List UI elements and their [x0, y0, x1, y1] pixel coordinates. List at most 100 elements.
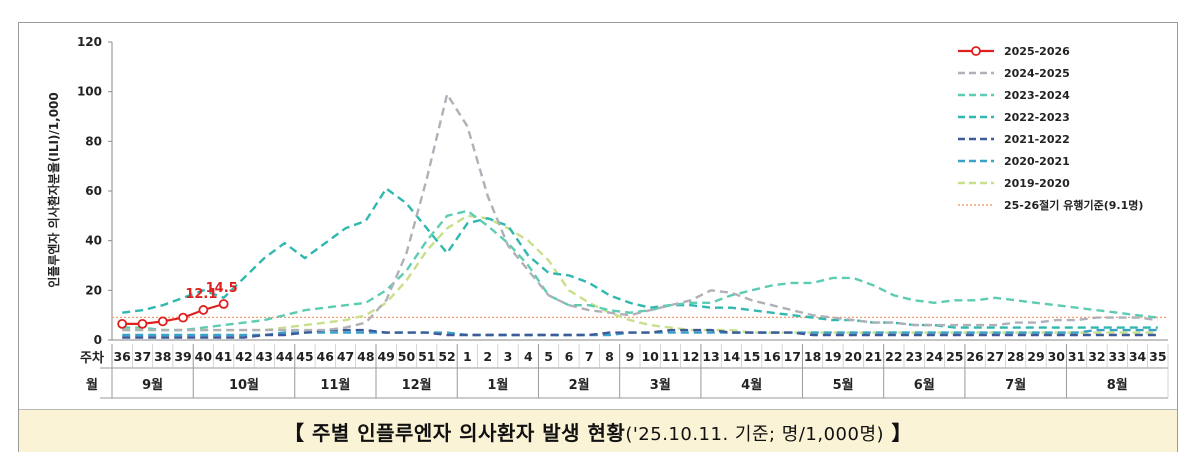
week-label: 9 — [625, 349, 634, 364]
series-line-2025-2026 — [122, 302, 225, 325]
week-label: 1 — [463, 349, 472, 364]
y-tick-label: 20 — [85, 283, 102, 297]
series-point-2025-2026 — [157, 316, 168, 327]
week-label: 39 — [174, 349, 191, 364]
week-label: 52 — [438, 349, 455, 364]
month-label: 5월 — [833, 377, 854, 393]
week-label: 15 — [743, 349, 760, 364]
legend-swatch — [958, 204, 994, 206]
caption-bar: 【 주별 인플루엔자 의사환자 발생 현황('25.10.11. 기준; 명/1… — [19, 409, 1177, 452]
month-label: 4월 — [741, 377, 762, 393]
week-label: 43 — [256, 349, 273, 364]
legend-item: 2023-2024 — [956, 84, 1176, 106]
series-point-2025-2026 — [218, 299, 229, 309]
legend-label: 2021-2022 — [1004, 132, 1070, 146]
month-row-label: 월 — [86, 377, 98, 393]
y-tick-label: 80 — [85, 134, 102, 148]
series-point-2025-2026 — [117, 318, 128, 329]
week-label: 35 — [1149, 349, 1166, 364]
week-label: 22 — [885, 349, 902, 364]
y-tick-label: 40 — [85, 234, 102, 248]
week-label: 25 — [946, 349, 963, 364]
week-label: 48 — [357, 349, 374, 364]
week-label: 40 — [195, 349, 213, 364]
legend-label: 2022-2023 — [1004, 110, 1070, 124]
week-label: 45 — [296, 349, 313, 364]
series-line-2019-2020 — [122, 214, 1158, 334]
week-row-label: 주차 — [80, 350, 104, 366]
month-label: 9월 — [142, 377, 163, 393]
week-label: 50 — [398, 349, 416, 364]
week-label: 37 — [134, 349, 151, 364]
month-label: 3월 — [650, 377, 671, 393]
y-tick-label: 60 — [85, 184, 102, 198]
series-point-2025-2026 — [198, 305, 209, 315]
week-label: 7 — [585, 349, 594, 364]
week-label: 38 — [154, 349, 171, 364]
data-label: 14.5 — [206, 281, 238, 296]
week-label: 26 — [966, 349, 984, 364]
week-label: 11 — [662, 349, 679, 364]
week-label: 34 — [1129, 349, 1147, 364]
legend-item: 2024-2025 — [956, 62, 1176, 84]
series-layer — [117, 92, 1158, 339]
month-label: 2월 — [569, 377, 590, 393]
week-label: 47 — [337, 349, 354, 364]
data-labels-layer: 12.114.5 — [185, 281, 237, 302]
legend-label: 2024-2025 — [1004, 66, 1070, 80]
week-label: 12 — [682, 349, 699, 364]
legend-swatch — [958, 93, 994, 97]
data-label: 12.1 — [185, 287, 217, 302]
week-label: 28 — [1007, 349, 1024, 364]
caption-note: ('25.10.11. 기준; 명/1,000명) — [625, 423, 885, 445]
legend-swatch — [958, 159, 994, 163]
legend-item: 2020-2021 — [956, 150, 1176, 172]
legend: 2025-2026 2024-2025 2023-2024 2022-2023 2021… — [956, 40, 1176, 216]
legend-item: 2021-2022 — [956, 128, 1176, 150]
month-label: 8월 — [1107, 377, 1128, 393]
series-line-2024-2025 — [122, 92, 1158, 332]
month-label: 1월 — [487, 377, 508, 393]
week-label: 31 — [1068, 349, 1085, 364]
week-label: 20 — [845, 349, 863, 364]
week-label: 36 — [113, 349, 131, 364]
figure-caption: 【 주별 인플루엔자 의사환자 발생 현황('25.10.11. 기준; 명/1… — [284, 417, 912, 446]
week-label: 30 — [1048, 349, 1066, 364]
week-label: 17 — [784, 349, 801, 364]
series-line-2020-2021 — [122, 328, 1158, 337]
week-label: 32 — [1088, 349, 1105, 364]
week-label: 27 — [987, 349, 1004, 364]
series-line-2021-2022 — [122, 328, 1158, 339]
series-line-2023-2024 — [122, 209, 1158, 332]
week-label: 8 — [605, 349, 614, 364]
week-label: 6 — [565, 349, 574, 364]
week-label: 51 — [418, 349, 435, 364]
legend-label: 2023-2024 — [1004, 88, 1070, 102]
week-label: 19 — [824, 349, 841, 364]
week-label: 18 — [804, 349, 821, 364]
week-label: 14 — [723, 349, 741, 364]
y-tick-label: 100 — [77, 85, 102, 99]
caption-close: 】 — [884, 420, 912, 445]
week-label: 33 — [1109, 349, 1126, 364]
week-label: 10 — [641, 349, 659, 364]
week-label: 42 — [235, 349, 252, 364]
legend-item: 25-26절기 유행기준(9.1명) — [956, 194, 1176, 216]
week-label: 41 — [215, 349, 232, 364]
series-point-2025-2026 — [178, 312, 188, 323]
month-label: 7월 — [1005, 377, 1026, 393]
week-label: 46 — [317, 349, 335, 364]
legend-label: 2020-2021 — [1004, 154, 1070, 168]
legend-swatch — [958, 46, 994, 56]
y-tick-label: 0 — [94, 333, 102, 347]
series-point-2025-2026 — [137, 318, 148, 329]
legend-label: 25-26절기 유행기준(9.1명) — [1004, 199, 1144, 212]
month-label: 6월 — [914, 377, 935, 393]
y-tick-label: 120 — [77, 35, 102, 49]
week-label: 2 — [483, 349, 492, 364]
legend-swatch — [958, 181, 994, 185]
caption-title: 【 주별 인플루엔자 의사환자 발생 현황 — [283, 420, 626, 445]
week-label: 23 — [905, 349, 922, 364]
